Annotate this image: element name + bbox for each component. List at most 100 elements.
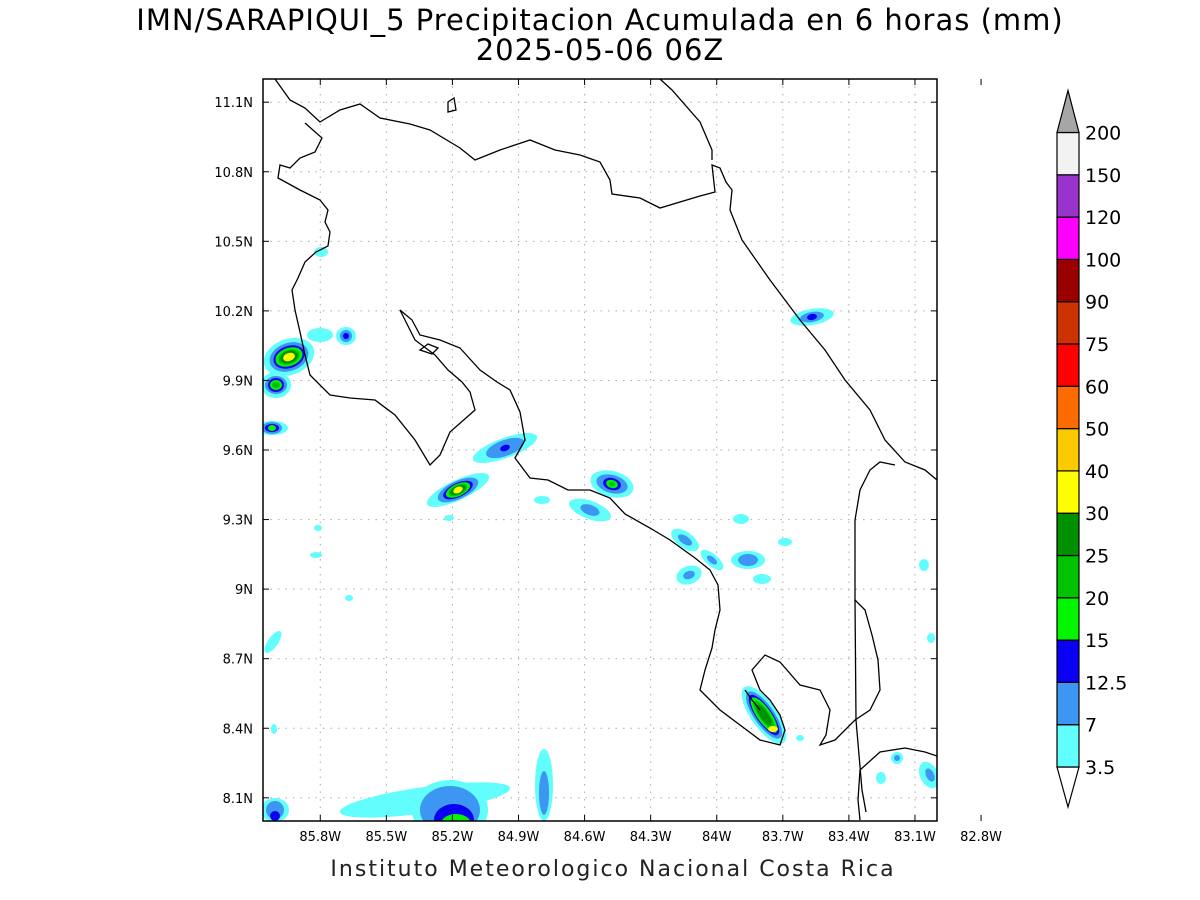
precip-cell <box>753 574 771 584</box>
colorbar-label: 150 <box>1085 165 1121 187</box>
colorbar-swatch <box>1056 428 1080 472</box>
footer-credit: Instituto Meteorologico Nacional Costa R… <box>330 857 896 882</box>
precipitation-contours <box>263 247 937 821</box>
precip-cell <box>778 538 792 546</box>
chart-title: IMN/SARAPIQUI_5 Precipitacion Acumulada … <box>136 3 1064 37</box>
colorbar-min-arrow <box>1056 766 1080 810</box>
coastline-river <box>659 79 713 160</box>
precip-cell <box>345 595 353 601</box>
precip-cell <box>472 433 538 463</box>
lon-tick-label: 83.1W <box>894 830 936 845</box>
colorbar-label: 30 <box>1085 503 1109 525</box>
lon-tick-label: 84W <box>702 830 732 845</box>
map-frame <box>262 78 938 822</box>
colorbar-swatch <box>1056 512 1080 557</box>
colorbar-max-arrow <box>1056 88 1080 134</box>
precip-cell <box>927 633 935 643</box>
colorbar-label: 60 <box>1085 376 1109 398</box>
precip-cell <box>339 780 511 821</box>
chart-subtitle: 2025-05-06 06Z <box>475 33 725 67</box>
lat-tick-label: 9.6N <box>223 444 253 459</box>
colorbar-label: 200 <box>1085 123 1121 145</box>
colorbar-swatch <box>1056 681 1080 726</box>
precip-cell <box>310 552 322 558</box>
coastline-osa <box>744 689 761 711</box>
lon-tick-label: 83.7W <box>762 830 804 845</box>
lat-tick-label: 10.8N <box>214 166 253 181</box>
colorbar-label: 90 <box>1085 292 1109 314</box>
precip-cell <box>925 768 935 782</box>
lon-tick-label: 83.4W <box>828 830 870 845</box>
colorbar-swatch <box>1056 216 1080 261</box>
colorbar-label: 15 <box>1085 630 1109 652</box>
precip-cell <box>314 247 328 257</box>
colorbar-label: 75 <box>1085 334 1109 356</box>
precip-cell <box>676 565 702 585</box>
lat-tick-label: 10.2N <box>214 305 253 320</box>
coastline <box>274 79 937 821</box>
precip-cell <box>671 528 699 552</box>
precip-cell <box>314 525 322 531</box>
precip-cell <box>919 559 929 571</box>
precip-cell <box>426 473 490 507</box>
colorbar-swatch <box>1056 343 1080 387</box>
precip-cell <box>263 372 291 398</box>
colorbar-label: 7 <box>1085 715 1097 737</box>
precip-cell <box>731 551 765 569</box>
colorbar-label: 40 <box>1085 461 1109 483</box>
precip-cell <box>796 735 804 741</box>
island <box>447 96 457 113</box>
lat-tick-label: 10.5N <box>214 235 253 250</box>
precip-cell <box>894 755 900 761</box>
colorbar-swatch <box>1056 301 1080 345</box>
precip-cell <box>271 724 277 734</box>
colorbar-label: 120 <box>1085 207 1121 229</box>
precip-cell <box>264 630 282 654</box>
lat-tick-label: 9N <box>235 583 253 598</box>
colorbar-label: 20 <box>1085 588 1109 610</box>
colorbar-swatch <box>1056 639 1080 683</box>
lat-tick-label: 9.3N <box>223 514 253 529</box>
coastline-south <box>857 747 937 821</box>
colorbar-swatch <box>1056 385 1080 430</box>
precip-cell <box>263 337 315 377</box>
precip-cell <box>590 470 634 498</box>
precip-cell <box>790 308 834 326</box>
lon-tick-label: 84.9W <box>498 830 540 845</box>
map-grid <box>263 79 937 821</box>
colorbar-swatch <box>1056 724 1080 768</box>
precip-cell <box>535 749 553 821</box>
precip-cell <box>444 515 454 521</box>
coastline-north <box>274 79 937 481</box>
precip-cell <box>263 421 288 435</box>
axis-ticks: 85.8W 85.5W 85.2W 84.9W 84.6W 84.3W 84W 83.7W 83… <box>214 79 1002 845</box>
precip-cell <box>534 496 550 504</box>
colorbar-legend: 3.5 7 12.5 15 20 25 30 40 50 60 75 90 100 120 150 200 <box>1056 88 1127 810</box>
colorbar-swatch <box>1056 597 1080 641</box>
lon-tick-label: 84.6W <box>564 830 606 845</box>
lat-tick-label: 8.7N <box>223 653 253 668</box>
lat-tick-label: 9.9N <box>223 374 253 389</box>
colorbar-swatch <box>1056 131 1080 176</box>
precip-cell <box>336 327 356 345</box>
colorbar-label: 100 <box>1085 249 1121 271</box>
colorbar-label: 50 <box>1085 419 1109 441</box>
colorbar-label: 3.5 <box>1085 757 1115 779</box>
island <box>418 343 440 355</box>
lon-tick-label: 85.8W <box>299 830 341 845</box>
lon-tick-label: 84.3W <box>630 830 672 845</box>
colorbar-swatch <box>1056 470 1080 514</box>
lon-tick-label: 85.2W <box>432 830 474 845</box>
colorbar-swatch <box>1056 554 1080 599</box>
border-panama <box>854 599 867 813</box>
precip-cell <box>307 328 333 342</box>
lon-tick-label: 85.5W <box>365 830 407 845</box>
lon-tick-label: 82.8W <box>960 830 1002 845</box>
lat-tick-label: 11.1N <box>214 96 253 111</box>
colorbar-label: 12.5 <box>1085 672 1127 694</box>
precip-cell <box>876 772 886 784</box>
colorbar-swatch <box>1056 174 1080 218</box>
colorbar-label: 25 <box>1085 546 1109 568</box>
precip-cell <box>569 498 611 522</box>
